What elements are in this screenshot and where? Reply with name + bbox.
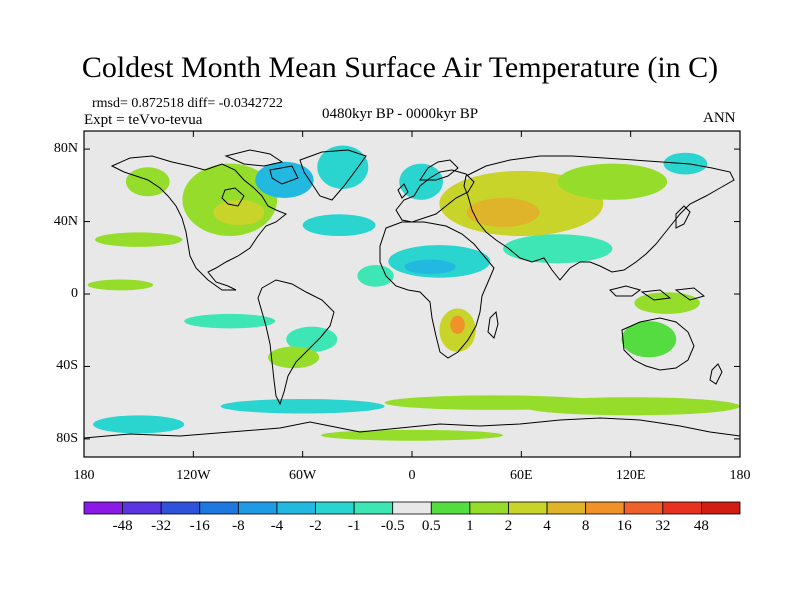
period-line: 0480kyr BP - 0000kyr BP bbox=[322, 106, 479, 122]
colorbar-swatch bbox=[315, 501, 355, 515]
coastline-new-zealand bbox=[709, 363, 723, 385]
coastline-japan bbox=[675, 205, 691, 229]
field-region-8 bbox=[302, 214, 376, 237]
season-label: ANN bbox=[703, 110, 736, 126]
colorbar-swatch bbox=[662, 501, 702, 515]
chart-title: Coldest Month Mean Surface Air Temperatu… bbox=[81, 51, 719, 84]
colorbar-label: -32 bbox=[151, 518, 172, 534]
lat-label: 40S bbox=[56, 358, 78, 374]
field-region-22 bbox=[621, 321, 677, 358]
lon-label: 120E bbox=[615, 468, 646, 483]
colorbar-label: 16 bbox=[616, 518, 632, 534]
lon-label: 180 bbox=[729, 468, 751, 483]
colorbar-label: -0.5 bbox=[380, 518, 405, 534]
colorbar-swatch bbox=[122, 501, 162, 515]
colorbar-swatch bbox=[701, 501, 741, 515]
colorbar-swatch bbox=[392, 501, 432, 515]
colorbar-label: 1 bbox=[466, 518, 474, 534]
field-region-6 bbox=[87, 279, 154, 291]
colorbar-swatch bbox=[623, 501, 664, 515]
colorbar-swatch bbox=[585, 501, 625, 515]
lon-label: 60W bbox=[289, 468, 317, 483]
field-region-14 bbox=[557, 163, 668, 200]
field-region-1 bbox=[213, 199, 265, 226]
colorbar-label: 48 bbox=[693, 518, 709, 534]
field-region-27 bbox=[93, 415, 185, 434]
coastline-british-isles bbox=[397, 183, 409, 199]
colorbar-label: -16 bbox=[189, 518, 210, 534]
colorbar-label: -2 bbox=[309, 518, 322, 534]
coastline-indonesia bbox=[609, 285, 706, 301]
colorbar-swatch bbox=[353, 501, 394, 515]
colorbar-label: -1 bbox=[347, 518, 361, 534]
lat-label: 0 bbox=[71, 286, 78, 301]
colorbar-swatch bbox=[469, 501, 509, 515]
temperature-field bbox=[87, 145, 740, 441]
colorbar-label: 0.5 bbox=[421, 518, 441, 534]
field-region-18 bbox=[404, 259, 456, 275]
stats-line: rmsd= 0.872518 diff= -0.0342722 bbox=[92, 96, 283, 111]
colorbar-label: -4 bbox=[270, 518, 284, 534]
colorbar-label: 2 bbox=[504, 518, 513, 534]
coastline-europe bbox=[395, 169, 475, 223]
colorbar-swatch bbox=[237, 501, 278, 515]
colorbar-swatch bbox=[276, 501, 316, 515]
lat-label: 80S bbox=[56, 430, 78, 446]
coastline-hudson-bay bbox=[221, 187, 245, 207]
lon-label: 60E bbox=[510, 468, 533, 483]
field-region-7 bbox=[184, 313, 276, 329]
colorbar-label: -8 bbox=[232, 518, 245, 534]
experiment-line: Expt = teVvo-tevua bbox=[84, 112, 203, 128]
colorbar-swatch bbox=[430, 501, 471, 515]
field-region-25 bbox=[521, 397, 740, 416]
field-region-13 bbox=[466, 198, 540, 227]
field-region-19 bbox=[503, 234, 613, 264]
coastline-north-america bbox=[110, 155, 287, 291]
coastline-greenland bbox=[299, 149, 367, 201]
colorbar-label: -48 bbox=[112, 518, 133, 534]
coastline-scandinavia bbox=[419, 159, 459, 181]
coastline-asia bbox=[463, 155, 735, 281]
field-region-3 bbox=[317, 145, 369, 189]
field-region-21 bbox=[450, 315, 465, 334]
colorbar-swatch bbox=[199, 501, 239, 515]
coastline-arctic-islands bbox=[224, 149, 299, 185]
coastlines bbox=[84, 149, 740, 439]
field-region-15 bbox=[399, 163, 443, 200]
coastline-south-america bbox=[257, 279, 335, 406]
coastline-madagascar bbox=[487, 310, 499, 339]
coastline-africa bbox=[379, 221, 495, 359]
field-region-5 bbox=[94, 232, 183, 247]
coastline-antarctica bbox=[84, 417, 740, 439]
lat-label: 40N bbox=[53, 213, 78, 229]
lat-label: 80N bbox=[53, 141, 78, 157]
field-region-28 bbox=[320, 429, 504, 441]
colorbar bbox=[83, 501, 741, 515]
lon-label: 120W bbox=[176, 468, 211, 483]
axis-ticks bbox=[83, 131, 741, 457]
colorbar-label: 4 bbox=[543, 518, 551, 534]
colorbar-swatch bbox=[546, 501, 587, 515]
lon-label: 180 bbox=[73, 468, 95, 483]
field-region-11 bbox=[357, 265, 394, 287]
colorbar-swatch bbox=[83, 501, 123, 515]
field-region-4 bbox=[125, 167, 170, 197]
colorbar-label: 8 bbox=[581, 518, 590, 534]
field-region-10 bbox=[268, 346, 320, 369]
colorbar-swatch bbox=[160, 501, 201, 515]
field-region-26 bbox=[220, 399, 385, 414]
lon-label: 0 bbox=[408, 468, 416, 483]
colorbar-swatch bbox=[508, 501, 548, 515]
colorbar-label: 32 bbox=[655, 518, 671, 534]
coastline-australia bbox=[621, 317, 695, 371]
